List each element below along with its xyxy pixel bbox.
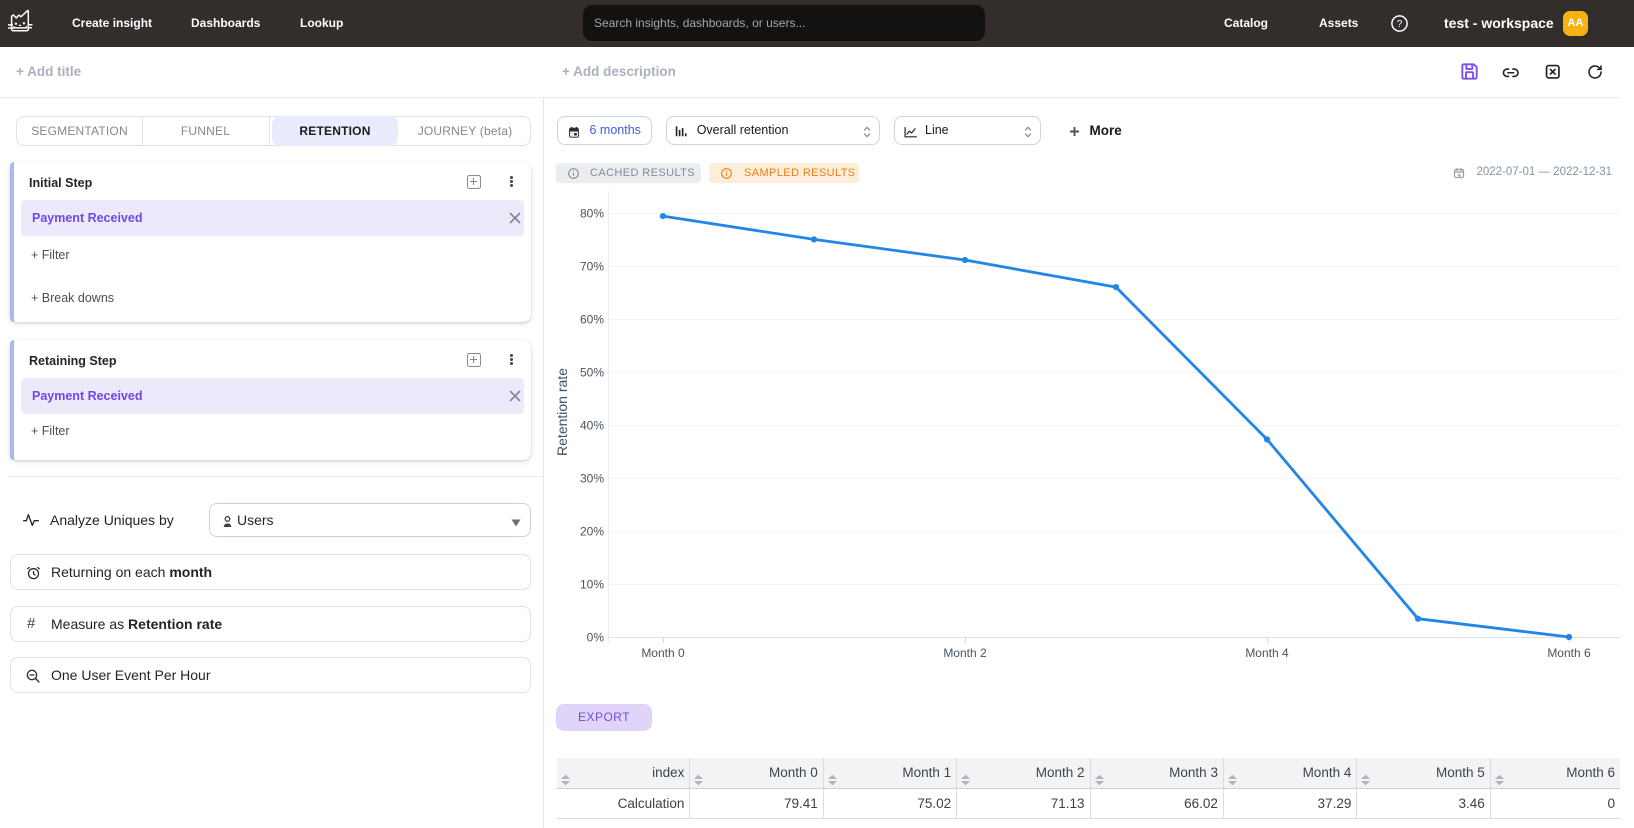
svg-text:Month 0: Month 0 <box>641 646 685 660</box>
svg-text:Month 2: Month 2 <box>943 646 987 660</box>
svg-text:60%: 60% <box>580 313 604 327</box>
svg-text:Month 4: Month 4 <box>1245 646 1289 660</box>
svg-text:0%: 0% <box>587 631 605 645</box>
svg-text:?: ? <box>1397 19 1403 30</box>
svg-text:50%: 50% <box>580 366 604 380</box>
svg-text:80%: 80% <box>580 207 604 221</box>
svg-text:40%: 40% <box>580 419 604 433</box>
svg-text:10%: 10% <box>580 578 604 592</box>
svg-text:70%: 70% <box>580 260 604 274</box>
svg-text:Month 6: Month 6 <box>1547 646 1591 660</box>
svg-text:Retention rate: Retention rate <box>554 368 570 456</box>
svg-text:30%: 30% <box>580 472 604 486</box>
svg-text:20%: 20% <box>580 525 604 539</box>
